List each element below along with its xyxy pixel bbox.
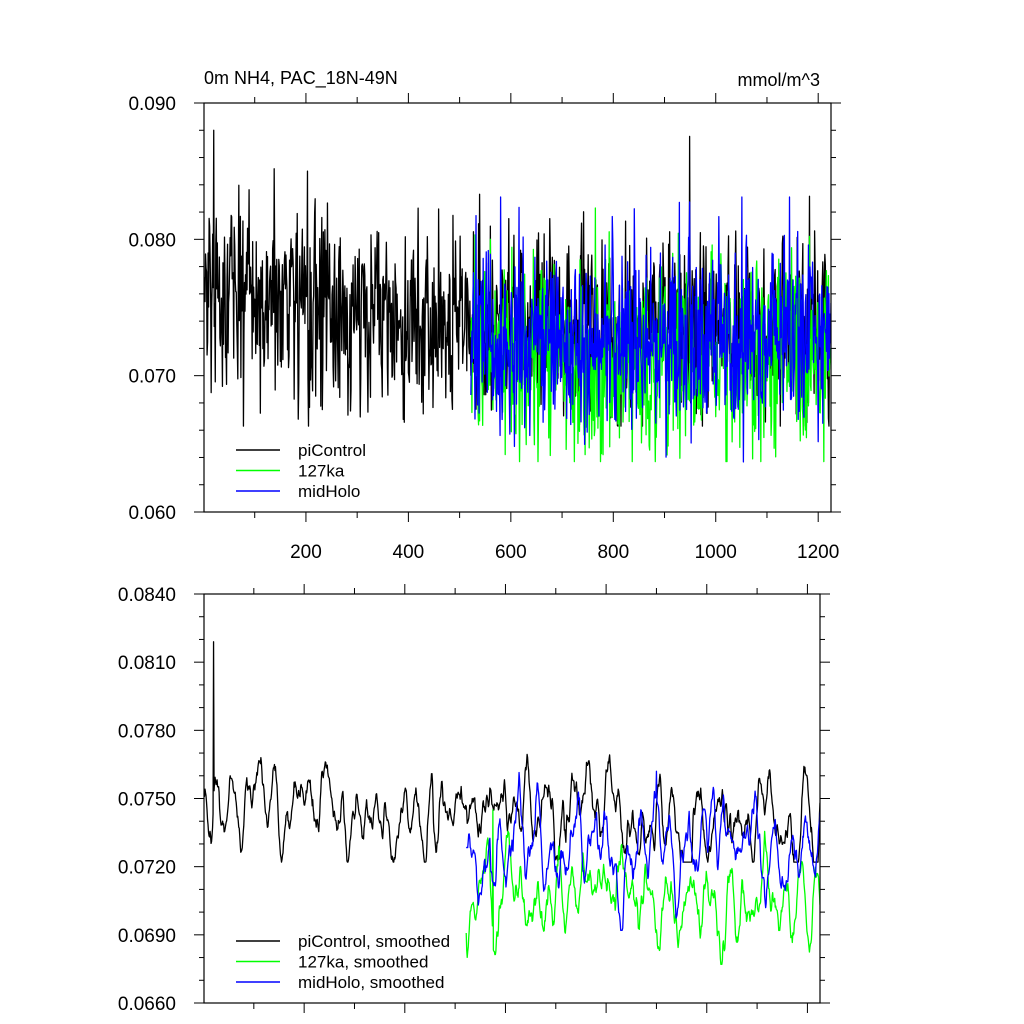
unit-label: mmol/m^3 bbox=[738, 70, 820, 90]
bottom-panel: 0.0660 0.0690 0.0720 0.0750 0.0780 0.0810 0.08… bbox=[118, 584, 830, 1015]
figure-title: 0m NH4, PAC_18N-49N bbox=[204, 68, 398, 89]
top-y-tick-label: 0.060 bbox=[128, 503, 176, 524]
bottom-y-tick-label: 0.0780 bbox=[118, 721, 176, 742]
bottom-ticks bbox=[194, 584, 830, 1013]
top-x-tick-label: 400 bbox=[393, 542, 425, 563]
bottom-series-lines bbox=[204, 641, 820, 966]
bottom-y-tick-label: 0.0810 bbox=[118, 653, 176, 674]
top-x-tick-label: 1000 bbox=[695, 542, 737, 563]
top-ticks bbox=[194, 93, 841, 522]
top-y-tick-label: 0.090 bbox=[128, 94, 176, 115]
bottom-legend: piControl, smoothed 127ka, smoothedmidHol… bbox=[236, 932, 450, 992]
bottom-y-tick-label: 0.0690 bbox=[118, 926, 176, 947]
bottom-y-tick-label: 0.0750 bbox=[118, 790, 176, 811]
top-x-tick-label: 200 bbox=[290, 542, 322, 563]
bottom-legend-label-2: midHolo, smoothed bbox=[298, 973, 444, 992]
top-panel: 200 400 600 800 1000 1200 0.060 0.070 0.080 0.090… bbox=[128, 93, 841, 563]
top-x-tick-label: 800 bbox=[597, 542, 629, 563]
top-legend-label-2: midHolo bbox=[298, 482, 360, 501]
top-series-lines bbox=[204, 129, 831, 463]
bottom-y-tick-label: 0.0660 bbox=[118, 994, 176, 1015]
bottom-series-line-0 bbox=[204, 641, 820, 863]
top-x-tick-label: 600 bbox=[495, 542, 527, 563]
bottom-series-line-1 bbox=[465, 809, 820, 966]
top-y-tick-label: 0.070 bbox=[128, 367, 176, 388]
top-series-line-2 bbox=[470, 196, 831, 463]
bottom-y-tick-label: 0.0720 bbox=[118, 858, 176, 879]
bottom-y-tick-label: 0.0840 bbox=[118, 585, 176, 606]
top-y-tick-label: 0.080 bbox=[128, 230, 176, 251]
bottom-legend-label-0: piControl, smoothed bbox=[298, 932, 450, 951]
top-legend-label-0: piControl bbox=[298, 441, 366, 460]
top-legend-label-1: 127ka bbox=[298, 462, 345, 481]
bottom-series-line-2 bbox=[465, 770, 820, 931]
top-x-tick-label: 1200 bbox=[797, 542, 839, 563]
bottom-legend-label-1: 127ka, smoothed bbox=[298, 953, 428, 972]
top-plot-frame bbox=[203, 102, 832, 513]
